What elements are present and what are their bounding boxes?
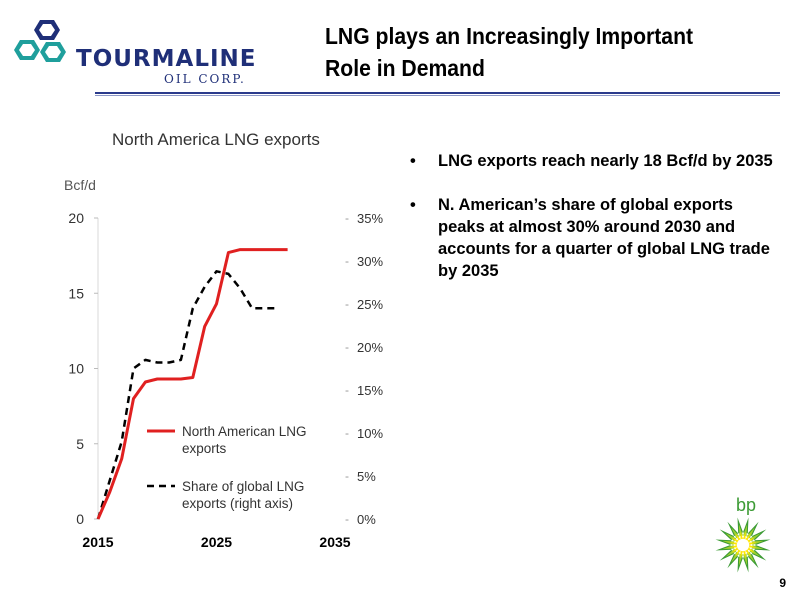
y2-tick-label: 35% — [357, 211, 383, 226]
helios-petal — [743, 524, 748, 537]
chart-title: North America LNG exports — [112, 130, 320, 149]
helios-petal — [738, 553, 743, 566]
logo-subtitle: OIL CORP. — [164, 72, 246, 86]
helios-petal — [735, 549, 741, 557]
x-tick-label: 2025 — [201, 534, 232, 550]
y2-tick-label: 15% — [357, 383, 383, 398]
helios-petal — [738, 524, 743, 537]
series-line-lng-exports — [96, 248, 288, 520]
bullet-dot-icon: • — [410, 196, 416, 214]
helios-petal — [740, 550, 743, 559]
helios-petal — [748, 542, 757, 545]
helios-petal — [743, 531, 746, 540]
helios-petal — [743, 517, 749, 534]
y2-tick-label: 5% — [357, 469, 376, 484]
helios-icon — [715, 517, 771, 573]
y-axis-label: Bcf/d — [64, 177, 96, 193]
helios-petal — [751, 540, 764, 545]
page-title-line2: Role in Demand — [325, 55, 485, 81]
helios-petal — [737, 556, 743, 573]
helios-petal — [743, 553, 748, 566]
helios-center — [738, 540, 748, 550]
helios-petal — [715, 539, 732, 545]
hexagon-logo-icon — [14, 20, 66, 62]
logo-name: TOURMALINE — [76, 46, 257, 72]
y2-tick-dash: - — [345, 469, 349, 483]
series-line-share — [96, 270, 276, 520]
y2-tick-label: 25% — [357, 297, 383, 312]
bullet-text: N. American’s share of global exports pe… — [438, 196, 770, 280]
tourmaline-logo: TOURMALINE OIL CORP. — [14, 8, 257, 88]
x-tick-label: 2015 — [82, 534, 113, 550]
y2-tick-dash: - — [345, 383, 349, 397]
helios-petal — [740, 531, 743, 540]
helios-petal — [715, 545, 732, 551]
helios-petal — [722, 540, 735, 545]
helios-petal — [731, 551, 740, 563]
helios-petal — [729, 545, 738, 548]
y2-tick-label: 10% — [357, 426, 383, 441]
legend-label-share: Share of global LNG exports (right axis) — [182, 479, 304, 511]
helios-petal — [725, 533, 737, 542]
helios-petal — [743, 556, 749, 573]
bullet-text: LNG exports reach nearly 18 Bcf/d by 203… — [438, 152, 773, 170]
page-title: LNG plays an Increasingly Important Role… — [325, 20, 739, 84]
title-divider — [95, 92, 780, 94]
y-tick-label: 10 — [68, 361, 84, 377]
helios-petal — [748, 545, 757, 548]
helios-petal — [754, 539, 771, 545]
helios-petal — [731, 547, 739, 553]
helios-petal — [729, 542, 738, 545]
y-tick-label: 0 — [76, 511, 84, 527]
y2-tick-dash: - — [345, 297, 349, 311]
helios-petal — [745, 533, 751, 541]
helios-petal — [746, 527, 755, 539]
bullet-dot-icon: • — [410, 152, 416, 170]
helios-petal — [749, 548, 761, 557]
y2-tick-dash: - — [345, 340, 349, 354]
bullet-item: • N. American’s share of global exports p… — [410, 194, 780, 282]
y2-tick-dash: - — [345, 512, 349, 526]
helios-petal — [754, 545, 771, 551]
y2-tick-label: 20% — [357, 340, 383, 355]
bullet-list: • LNG exports reach nearly 18 Bcf/d by 20… — [410, 150, 780, 304]
y-tick-label: 5 — [76, 436, 84, 452]
y2-tick-label: 30% — [357, 254, 383, 269]
x-tick-label: 2035 — [319, 534, 350, 550]
y2-tick-dash: - — [345, 426, 349, 440]
helios-petal — [731, 527, 740, 539]
helios-petal — [737, 517, 743, 534]
page-title-line1: LNG plays an Increasingly Important — [325, 23, 694, 49]
helios-petal — [743, 550, 746, 559]
helios-petal — [722, 545, 735, 550]
y2-tick-dash: - — [345, 211, 349, 225]
helios-petal — [725, 548, 737, 557]
helios-petal — [747, 547, 755, 553]
bullet-item: • LNG exports reach nearly 18 Bcf/d by 20… — [410, 150, 780, 172]
title-divider-thin — [95, 95, 780, 96]
helios-petal — [749, 533, 761, 542]
y2-tick-dash: - — [345, 254, 349, 268]
y-tick-label: 15 — [68, 285, 84, 301]
page-number: 9 — [779, 576, 786, 590]
y2-tick-label: 0% — [357, 512, 376, 527]
helios-petal — [735, 533, 741, 541]
helios-petal — [731, 537, 739, 543]
helios-petal — [751, 545, 764, 550]
bp-logo-text: bp — [736, 495, 756, 515]
y-tick-label: 20 — [68, 210, 84, 226]
helios-petal — [747, 537, 755, 543]
helios-petal — [746, 551, 755, 563]
legend-label-lng-exports: North American LNG exports — [182, 424, 307, 456]
helios-petal — [745, 549, 751, 557]
bp-logo: bp — [715, 495, 771, 573]
